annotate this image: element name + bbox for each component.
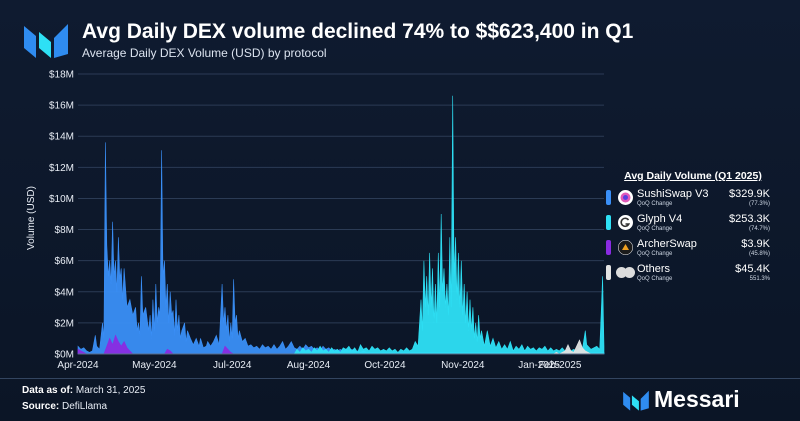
y-tick-label: $0M	[55, 350, 74, 361]
legend-item-value: $45.4K	[735, 263, 770, 275]
legend-item-sub: QoQ Change	[637, 276, 673, 282]
legend-swatch	[606, 265, 611, 280]
messari-footer-logo-icon	[623, 390, 649, 411]
y-tick-label: $4M	[55, 287, 74, 298]
chart-subtitle: Average Daily DEX Volume (USD) by protoc…	[82, 46, 327, 60]
legend-item-name: Glyph V4	[637, 213, 683, 225]
y-tick-label: $18M	[49, 70, 74, 81]
x-tick-label: Oct-2024	[364, 360, 406, 371]
x-tick-label: Apr-2024	[57, 360, 99, 371]
legend-item-change: (74.7%)	[748, 226, 770, 232]
legend-item-name: ArcherSwap	[637, 238, 697, 250]
x-tick-label: Aug-2024	[287, 360, 331, 371]
legend-item-archerswap: ArcherSwap QoQ Change $3.9K (45.8%)	[604, 237, 774, 262]
series-areas	[77, 95, 605, 355]
sushiswap-icon	[618, 190, 633, 205]
legend-item-name: Others	[637, 263, 671, 275]
x-tick-label: Nov-2024	[441, 360, 485, 371]
legend: Avg Daily Volume (Q1 2025) SushiSwap V3 …	[604, 170, 774, 287]
source-label: Source:	[22, 401, 60, 412]
x-tick-label: Feb-2025	[539, 360, 582, 371]
legend-item-value: $3.9K	[741, 238, 770, 250]
series-area-others	[78, 339, 604, 355]
y-tick-labels: $0M $2M $4M $6M $8M $10M $12M $14M $16M $18M	[49, 70, 74, 361]
messari-logo-icon	[24, 24, 68, 58]
legend-swatch	[606, 240, 611, 255]
legend-title: Avg Daily Volume (Q1 2025)	[624, 170, 762, 182]
x-tick-label: Jan-2025	[518, 360, 560, 371]
data-as-of-label: Data as of:	[22, 385, 74, 396]
legend-item-sub: QoQ Change	[637, 201, 673, 207]
legend-swatch	[606, 215, 611, 230]
x-tick-label: May-2024	[132, 360, 177, 371]
brand-name: Messari	[654, 386, 740, 412]
legend-swatch	[606, 190, 611, 205]
series-area-glyph-v4	[78, 95, 605, 355]
footer-divider	[0, 378, 800, 379]
y-tick-label: $16M	[49, 101, 74, 112]
y-tick-label: $12M	[49, 163, 74, 174]
data-as-of: Data as of: March 31, 2025	[22, 385, 145, 396]
y-tick-label: $2M	[55, 318, 74, 329]
y-tick-label: $14M	[49, 132, 74, 143]
legend-item-name: SushiSwap V3	[637, 188, 709, 200]
source-value: DefiLlama	[62, 401, 108, 412]
legend-item-sub: QoQ Change	[637, 251, 673, 257]
grid-lines	[78, 73, 604, 324]
y-tick-label: $8M	[55, 225, 74, 236]
source: Source: DefiLlama	[22, 401, 107, 412]
legend-item-change: (77.3%)	[748, 201, 770, 207]
legend-item-sushiswap: SushiSwap V3 QoQ Change $329.9K (77.3%)	[604, 187, 774, 212]
y-tick-label: $6M	[55, 256, 74, 267]
legend-item-value: $253.3K	[729, 213, 770, 225]
data-as-of-value: March 31, 2025	[75, 385, 146, 396]
legend-item-glyph: Glyph V4 QoQ Change $253.3K (74.7%)	[604, 212, 774, 237]
x-tick-label: Jul-2024	[213, 360, 252, 371]
legend-item-change: (45.8%)	[748, 251, 770, 257]
legend-item-change: 551.3%	[749, 276, 770, 282]
archerswap-icon	[618, 240, 633, 255]
others-icon	[616, 267, 627, 278]
legend-item-others: Others QoQ Change $45.4K 551.3%	[604, 262, 774, 287]
glyph-icon	[618, 215, 633, 230]
y-tick-label: $10M	[49, 194, 74, 205]
series-area-sushiswap-v3	[77, 142, 605, 355]
x-tick-labels: Apr-2024 May-2024 Jul-2024 Aug-2024 Oct-2024…	[57, 360, 581, 371]
legend-item-sub: QoQ Change	[637, 226, 673, 232]
chart-title: Avg Daily DEX volume declined 74% to $$6…	[82, 20, 634, 43]
others-icon	[624, 267, 635, 278]
legend-item-value: $329.9K	[729, 188, 770, 200]
y-axis-label: Volume (USD)	[26, 186, 37, 250]
